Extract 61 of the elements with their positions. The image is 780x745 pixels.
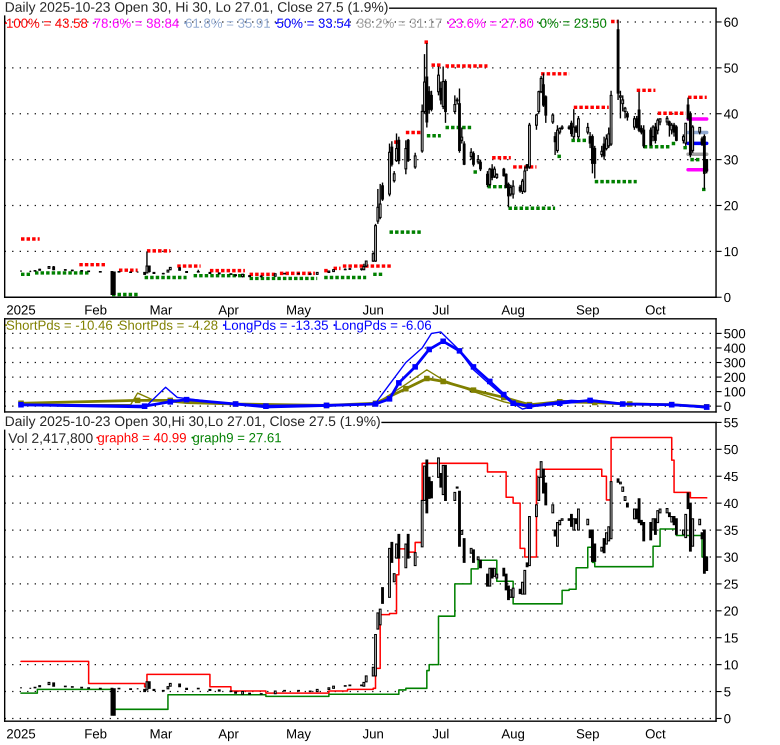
- y-tick-label: 30: [724, 552, 738, 562]
- x-tick-label: Jul: [432, 304, 448, 315]
- x-tick-label: Feb: [85, 304, 106, 315]
- y-tick-label: 35: [724, 526, 738, 535]
- y-tick-label: 0: [724, 714, 730, 724]
- y-tick-label: 400: [724, 344, 746, 353]
- x-tick-label: 2025: [6, 729, 36, 738]
- y-tick-label: 55: [724, 418, 738, 428]
- legend-label: 61.8% = 35.91: [186, 18, 270, 28]
- legend-label: 38.2% = 31.17: [357, 18, 442, 28]
- y-tick-label: 30: [724, 155, 738, 165]
- x-tick-label: Mar: [150, 305, 172, 315]
- legend-label: 0% = 23.50: [540, 18, 606, 28]
- chart-title: Daily 2025-10-23 Open 30, Hi 30, Lo 27.01, Close 27.5 (1.9%): [6, 2, 388, 15]
- y-tick-label: 20: [724, 606, 738, 616]
- x-tick-label: Sep: [576, 305, 599, 318]
- legend-label: 23.6% = 27.80: [448, 18, 534, 28]
- y-tick-label: 100: [724, 387, 746, 397]
- y-tick-label: 50: [724, 444, 738, 454]
- annotation: Vol 2,417,800: [8, 432, 93, 445]
- x-tick-label: Aug: [501, 305, 524, 318]
- y-tick-label: 200: [724, 372, 746, 382]
- x-tick-label: Jul: [432, 728, 448, 738]
- x-tick-label: May: [287, 729, 311, 742]
- y-tick-label: 10: [724, 660, 738, 670]
- y-tick-label: 500: [724, 328, 746, 338]
- y-tick-label: 40: [724, 109, 738, 119]
- x-tick-label: Aug: [501, 729, 524, 742]
- y-tick-label: 45: [724, 472, 738, 482]
- x-tick-label: 2025: [6, 305, 36, 315]
- chart-title: Daily 2025-10-23 Open 30,Hi 30,Lo 27.01, Close 27.5 (1.9%): [6, 416, 380, 429]
- legend-label: 100% = 43.58: [7, 18, 88, 28]
- x-tick-label: Jun: [362, 729, 383, 738]
- y-tick-label: 300: [724, 358, 746, 368]
- legend-label: graph9 = 27.61: [193, 432, 281, 445]
- x-tick-label: Apr: [218, 729, 239, 742]
- y-tick-label: 15: [724, 633, 738, 643]
- x-tick-label: May: [287, 305, 311, 318]
- legend-label: ShortPds = -10.46: [6, 320, 112, 330]
- y-tick-label: 60: [724, 18, 738, 27]
- legend-label: graph8 = 40.99: [98, 432, 186, 445]
- x-tick-label: Oct: [646, 305, 666, 315]
- y-tick-label: 50: [724, 63, 738, 73]
- legend-label: 78.6% = 38.84: [94, 18, 179, 28]
- y-tick-label: 5: [724, 687, 730, 696]
- legend-label: LongPds = -6.06: [336, 320, 432, 332]
- y-tick-label: 25: [724, 579, 738, 589]
- y-tick-label: 0: [724, 292, 730, 302]
- legend-label: LongPds = -13.35: [225, 320, 328, 332]
- x-tick-label: Sep: [576, 729, 599, 742]
- y-tick-label: 0: [724, 402, 730, 412]
- x-tick-label: Apr: [218, 305, 239, 318]
- x-tick-label: Mar: [150, 729, 172, 738]
- y-tick-label: 40: [724, 498, 738, 508]
- legend-label: 50% = 33.54: [277, 18, 351, 28]
- x-tick-label: Oct: [646, 729, 666, 738]
- y-tick-label: 10: [724, 246, 738, 256]
- legend-label: ShortPds = -4.28: [119, 320, 218, 330]
- x-tick-label: Jun: [362, 305, 383, 315]
- x-tick-label: Feb: [85, 728, 106, 738]
- y-tick-label: 20: [724, 201, 738, 210]
